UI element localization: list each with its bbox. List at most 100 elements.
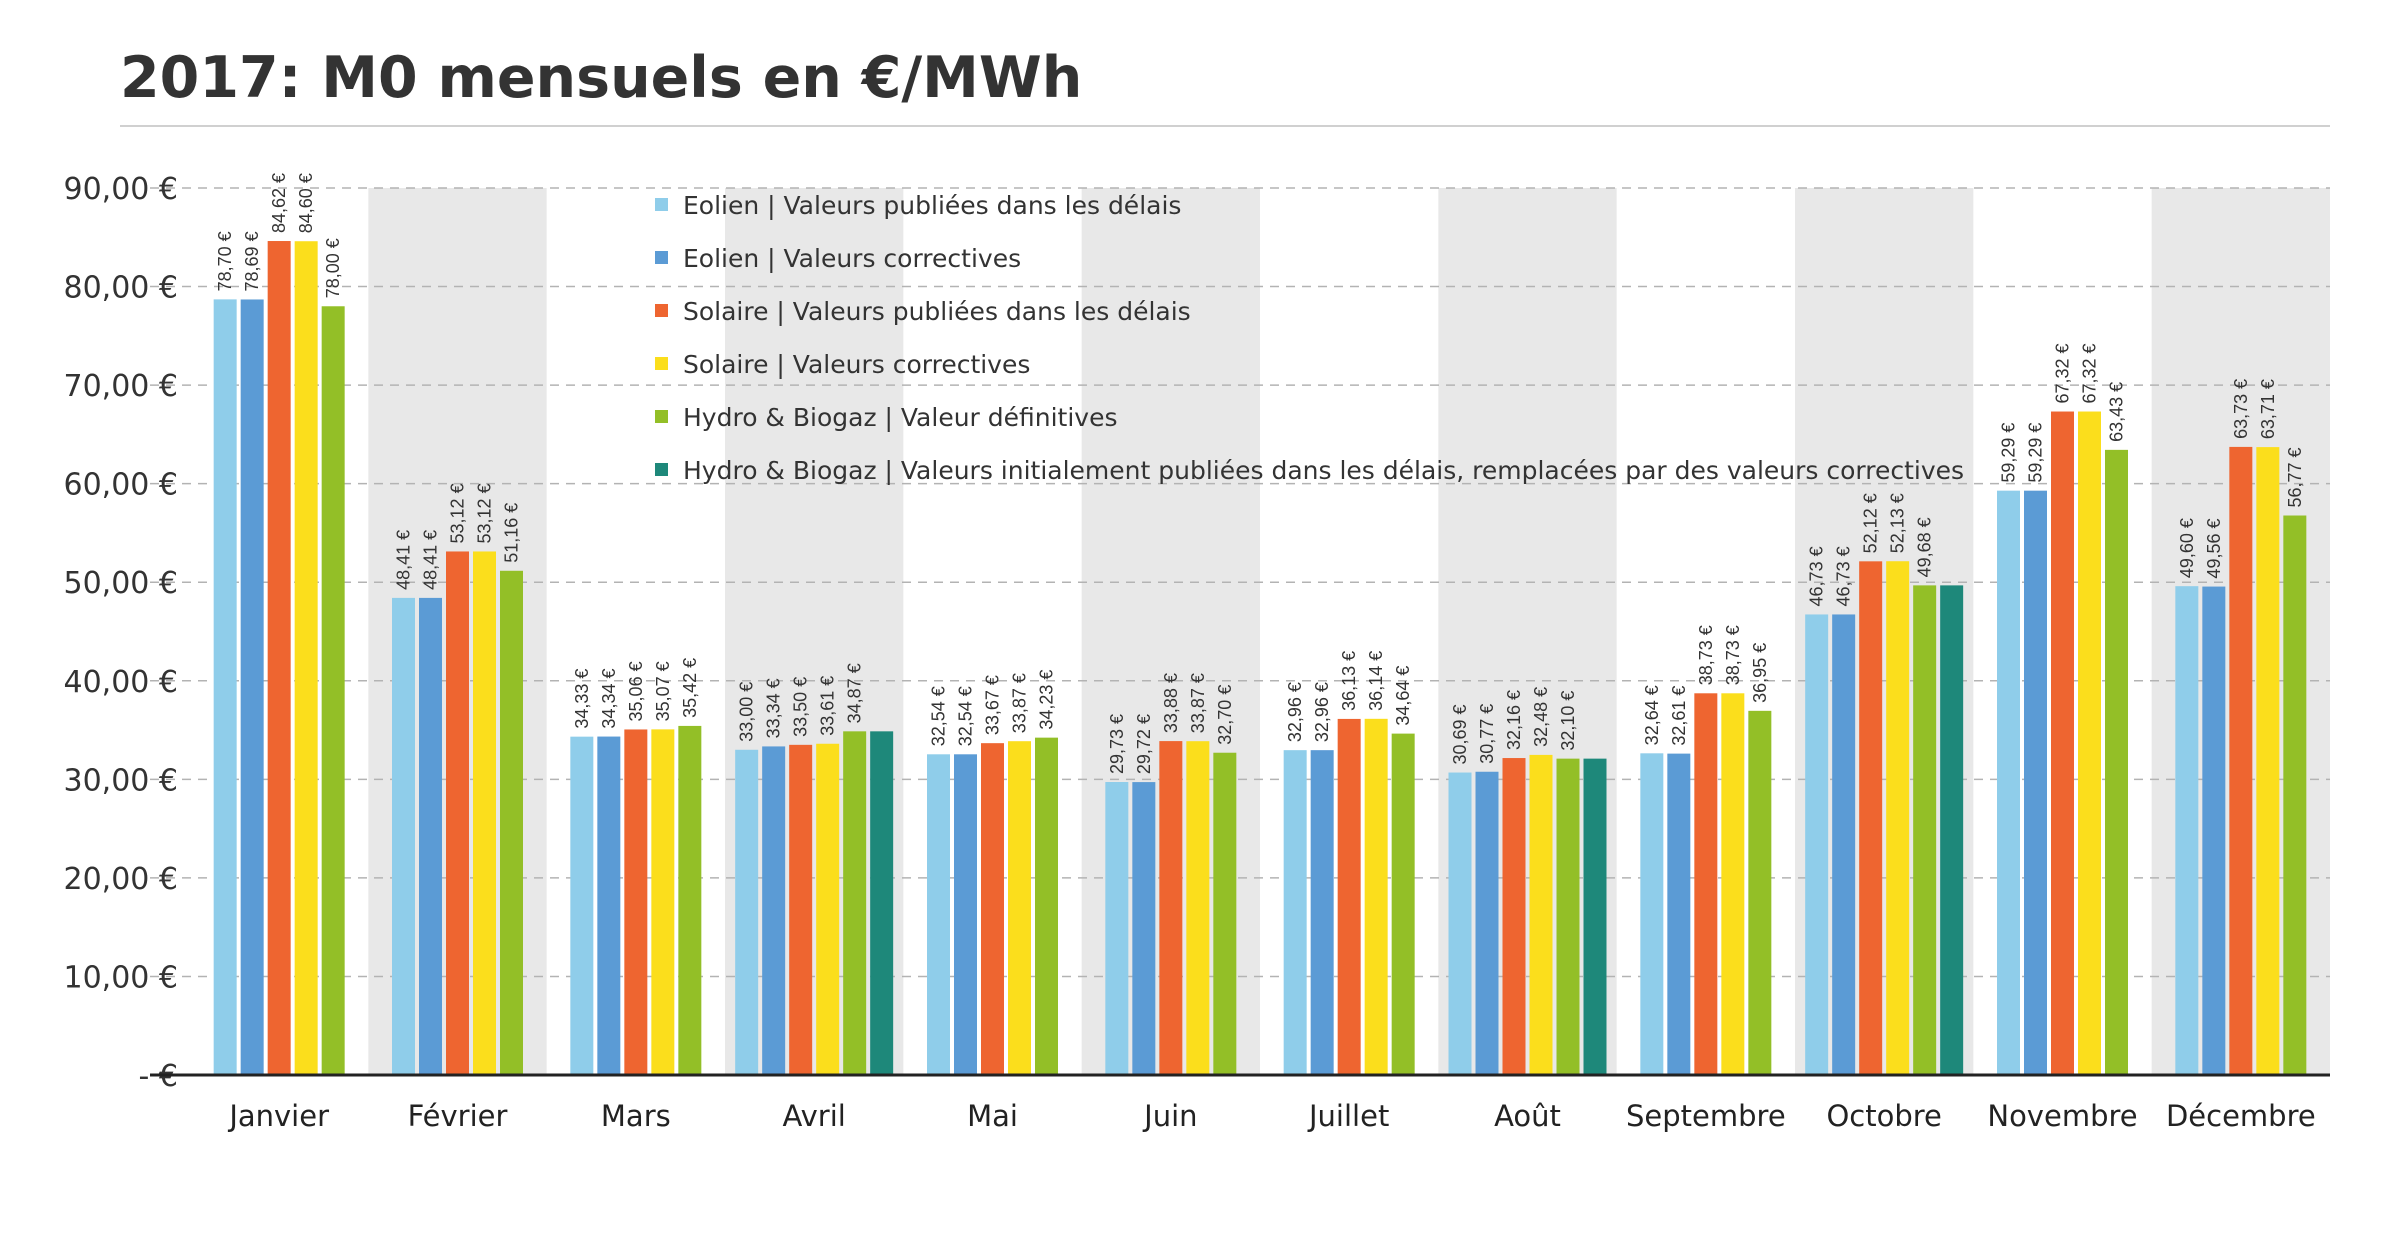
x-tick-label: Janvier — [227, 1099, 329, 1133]
bars — [213, 241, 2307, 1076]
data-label: 32,10 € — [1558, 691, 1578, 751]
data-label: 36,95 € — [1750, 643, 1770, 703]
x-axis: Janvier Février Mars Avril Mai Juin Juillet Aoû… — [150, 1073, 2330, 1133]
bar — [1391, 733, 1415, 1075]
y-tick-label: 40,00 € — [63, 665, 178, 700]
bar — [1913, 585, 1937, 1075]
data-label: 38,73 € — [1723, 625, 1743, 685]
data-label: 33,67 € — [983, 675, 1003, 735]
data-label: 32,48 € — [1531, 687, 1551, 747]
bar — [1310, 750, 1334, 1075]
legend-entry: Hydro & Biogaz | Valeurs initialement pu… — [683, 456, 1964, 485]
legend-entry: Solaire | Valeurs correctives — [683, 350, 1030, 379]
data-label: 63,71 € — [2258, 379, 2278, 439]
bar — [1667, 753, 1691, 1075]
bar — [392, 597, 415, 1075]
bar — [321, 306, 345, 1075]
x-tick-label: Mai — [967, 1099, 1018, 1133]
bar — [2229, 446, 2253, 1075]
data-label: 33,50 € — [791, 677, 811, 737]
data-label: 32,61 € — [1669, 686, 1689, 746]
data-label: 46,73 € — [1807, 546, 1827, 606]
bar — [1529, 754, 1553, 1075]
bar — [735, 749, 759, 1075]
bar — [2202, 586, 2226, 1075]
y-tick-label: 20,00 € — [63, 862, 178, 897]
data-label: 53,12 € — [475, 483, 495, 543]
data-label: 32,54 € — [929, 686, 949, 746]
bar — [1159, 741, 1183, 1075]
bar — [1997, 490, 2020, 1075]
bar — [1748, 710, 1772, 1075]
data-label: 63,73 € — [2231, 379, 2251, 439]
bar — [267, 241, 291, 1075]
bar — [1337, 718, 1361, 1075]
data-label: 35,07 € — [653, 661, 673, 721]
bar — [1556, 758, 1580, 1075]
gridlines — [150, 187, 2330, 978]
bar — [294, 241, 318, 1076]
legend-entry: Solaire | Valeurs publiées dans les déla… — [683, 297, 1191, 326]
bar — [2105, 449, 2128, 1075]
bar — [1640, 753, 1664, 1075]
data-label: 38,73 € — [1696, 625, 1716, 685]
data-label: 48,41 € — [394, 530, 414, 590]
bar — [1364, 718, 1388, 1075]
legend-swatch — [655, 463, 668, 476]
legend-entry: Eolien | Valeurs correctives — [683, 244, 1021, 273]
bar — [419, 597, 442, 1075]
data-label: 33,87 € — [1010, 673, 1030, 733]
legend-swatch — [655, 410, 668, 423]
data-label: 36,13 € — [1339, 651, 1359, 711]
bar — [1805, 614, 1829, 1075]
bar — [816, 743, 840, 1075]
bar — [2051, 411, 2074, 1075]
bar — [1213, 752, 1237, 1075]
x-tick-label: Mars — [601, 1099, 671, 1133]
x-tick-label: Novembre — [1987, 1099, 2137, 1133]
legend-entry: Hydro & Biogaz | Valeur définitives — [683, 403, 1118, 432]
bar — [2283, 515, 2307, 1075]
bar — [1721, 693, 1745, 1075]
data-label: 35,06 € — [626, 661, 646, 721]
data-label: 49,56 € — [2204, 518, 2224, 578]
data-label: 59,29 € — [1999, 423, 2019, 483]
bar — [500, 570, 523, 1075]
bar — [1186, 741, 1210, 1075]
legend-swatch — [655, 251, 668, 264]
data-label: 48,41 € — [421, 530, 441, 590]
bar — [1008, 741, 1031, 1075]
data-label: 30,69 € — [1450, 704, 1470, 764]
bar — [1035, 737, 1058, 1075]
data-label: 33,00 € — [737, 682, 757, 742]
data-label: 34,87 € — [845, 663, 865, 723]
bar — [1105, 781, 1129, 1075]
data-label: 67,32 € — [2080, 343, 2100, 403]
bar — [843, 731, 867, 1075]
bar — [1694, 693, 1718, 1075]
data-label: 59,29 € — [2026, 423, 2046, 483]
bar — [2078, 411, 2101, 1075]
data-label: 36,14 € — [1366, 651, 1386, 711]
y-tick-label: 90,00 € — [63, 172, 178, 207]
legend-swatch — [655, 357, 668, 370]
bar — [2256, 447, 2280, 1076]
data-label: 78,69 € — [242, 231, 262, 291]
y-tick-label: 70,00 € — [63, 369, 178, 404]
bar — [1886, 561, 1910, 1075]
data-label: 34,23 € — [1037, 670, 1057, 730]
chart-title: 2017: M0 mensuels en €/MWh — [120, 45, 1082, 111]
bar — [927, 754, 950, 1075]
data-label: 35,42 € — [680, 658, 700, 718]
bar — [213, 299, 237, 1075]
data-label: 49,60 € — [2177, 518, 2197, 578]
data-label: 34,34 € — [599, 668, 619, 728]
data-label: 49,68 € — [1915, 517, 1935, 577]
x-tick-label: Juin — [1142, 1099, 1197, 1133]
bar — [624, 729, 648, 1075]
data-label: 33,34 € — [764, 678, 784, 738]
bar — [240, 299, 264, 1076]
data-label: 78,70 € — [215, 231, 235, 291]
